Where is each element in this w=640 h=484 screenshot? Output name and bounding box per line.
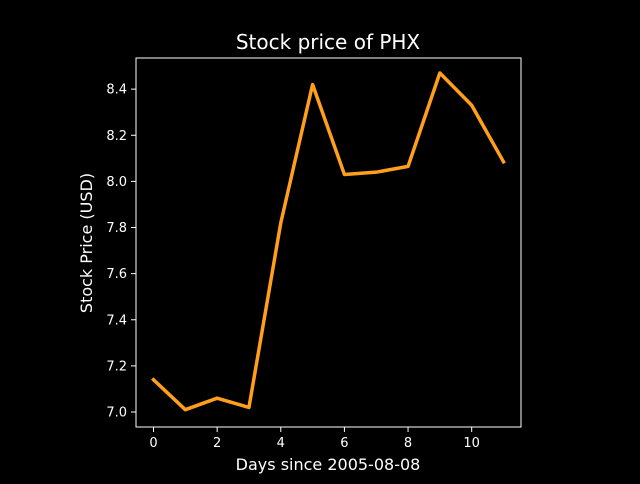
y-tick-label: 7.8 bbox=[106, 221, 127, 236]
x-tick-label: 0 bbox=[149, 436, 157, 451]
x-axis: 0 2 4 6 8 10 bbox=[149, 427, 480, 451]
y-tick-label: 8.2 bbox=[106, 129, 127, 144]
y-tick-label: 7.6 bbox=[106, 267, 127, 282]
y-axis-label: Stock Price (USD) bbox=[77, 173, 96, 313]
y-tick-label: 7.2 bbox=[106, 359, 127, 374]
plot-frame bbox=[135, 57, 522, 428]
series-layer bbox=[151, 71, 506, 412]
x-tick-label: 8 bbox=[404, 436, 412, 451]
x-tick-label: 4 bbox=[277, 436, 285, 451]
y-tick-label: 8.4 bbox=[106, 83, 127, 98]
series-line bbox=[151, 71, 506, 412]
chart-title: Stock price of PHX bbox=[236, 30, 421, 54]
x-axis-label: Days since 2005-08-08 bbox=[236, 455, 421, 474]
x-tick-label: 10 bbox=[463, 436, 480, 451]
y-tick-label: 7.4 bbox=[106, 313, 127, 328]
x-tick-label: 6 bbox=[340, 436, 348, 451]
x-tick-label: 2 bbox=[213, 436, 221, 451]
y-tick-label: 8.0 bbox=[106, 175, 127, 190]
y-tick-label: 7.0 bbox=[106, 406, 127, 421]
y-axis: 7.0 7.2 7.4 7.6 7.8 8.0 8.2 8.4 bbox=[106, 83, 136, 421]
